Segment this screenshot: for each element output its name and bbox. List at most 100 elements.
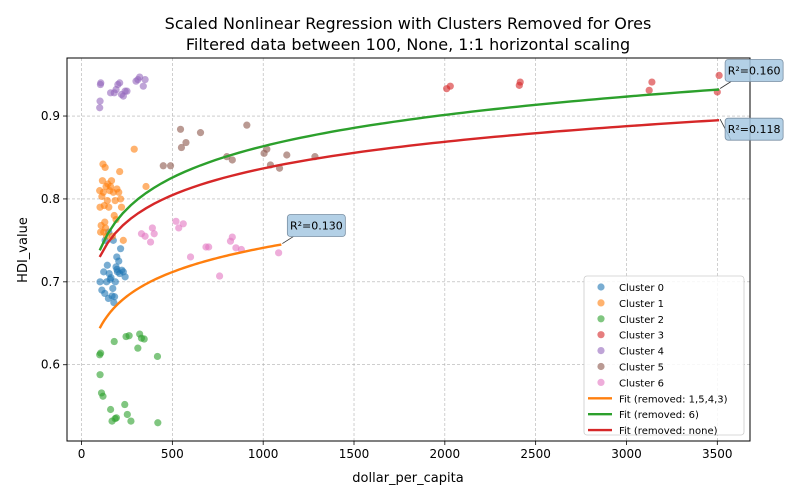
cluster-2-point bbox=[127, 417, 135, 425]
cluster-0-point bbox=[113, 265, 121, 273]
legend-marker bbox=[597, 331, 605, 339]
annotation-box bbox=[724, 59, 784, 82]
cluster-4-point bbox=[139, 82, 147, 90]
legend-marker bbox=[597, 315, 605, 323]
fit-line-2 bbox=[98, 118, 720, 258]
cluster-6-point bbox=[205, 243, 213, 251]
legend-label: Fit (removed: 6) bbox=[619, 410, 699, 421]
cluster-1-point bbox=[142, 182, 150, 191]
annotation-r2-label: R²=0.118 bbox=[728, 123, 781, 136]
plot-area bbox=[96, 71, 723, 427]
y-tick-label: 0.7 bbox=[41, 275, 60, 289]
legend-label: Cluster 0 bbox=[619, 283, 664, 294]
cluster-0-point bbox=[110, 298, 118, 307]
cluster-6-point bbox=[141, 232, 149, 240]
cluster-0-point bbox=[109, 284, 117, 293]
legend-label: Cluster 5 bbox=[619, 363, 664, 374]
plot-frame bbox=[66, 57, 751, 442]
cluster-5-point bbox=[176, 125, 185, 133]
cluster-2-point bbox=[121, 400, 129, 409]
cluster-1-point bbox=[115, 188, 123, 196]
cluster-1-point bbox=[101, 163, 109, 172]
cluster-4-point bbox=[123, 87, 131, 95]
legend-marker bbox=[597, 347, 605, 355]
cluster-1-point bbox=[106, 182, 115, 191]
cluster-2-point bbox=[125, 332, 133, 340]
cluster-4-point bbox=[96, 104, 104, 112]
cluster-1-point bbox=[101, 218, 109, 226]
cluster-3-point bbox=[645, 86, 653, 94]
cluster-4-point bbox=[136, 73, 144, 81]
annotation-box bbox=[286, 214, 346, 237]
cluster-6-point bbox=[148, 224, 156, 232]
cluster-5-point bbox=[182, 138, 190, 147]
annotation-layer: R²=0.160 R²=0.118 R²=0.130 bbox=[282, 59, 784, 244]
cluster-3-point bbox=[446, 82, 454, 90]
y-tick-label: 0.6 bbox=[41, 358, 60, 372]
cluster-6-point bbox=[179, 220, 187, 228]
cluster-2-point bbox=[96, 371, 104, 379]
cluster-1-point bbox=[130, 145, 138, 153]
fit-line-0 bbox=[98, 243, 282, 329]
cluster-1-point bbox=[99, 188, 107, 196]
cluster-1-point bbox=[116, 195, 125, 203]
cluster-2-point bbox=[153, 352, 162, 361]
cluster-1-point bbox=[111, 196, 119, 205]
x-axis-label: dollar_per_capita bbox=[352, 471, 463, 486]
cluster-3-point bbox=[648, 78, 656, 86]
annotation-box bbox=[724, 117, 784, 141]
chart-title-line-2: Filtered data between 100, None, 1:1 hor… bbox=[186, 35, 630, 54]
cluster-1-point bbox=[107, 177, 116, 185]
legend-label: Cluster 2 bbox=[619, 315, 664, 326]
annotation-arrow bbox=[719, 81, 732, 89]
cluster-6-point bbox=[146, 238, 155, 246]
x-tick-label: 3500 bbox=[702, 447, 733, 461]
x-tick-label: 2000 bbox=[430, 447, 461, 461]
cluster-4-point bbox=[97, 79, 105, 87]
y-axis-ticks: 0.6 0.7 0.8 0.9 bbox=[41, 109, 67, 372]
cluster-0-point bbox=[101, 289, 109, 298]
cluster-2-point bbox=[123, 410, 131, 419]
cluster-5-point bbox=[228, 156, 236, 164]
cluster-2-point bbox=[110, 337, 118, 346]
grid-layer bbox=[67, 58, 750, 441]
cluster-3-point bbox=[516, 78, 524, 86]
legend-label: Cluster 4 bbox=[619, 347, 664, 358]
legend-box bbox=[583, 275, 745, 436]
cluster-6-point bbox=[172, 217, 180, 225]
cluster-6-point bbox=[186, 253, 195, 261]
cluster-2-point bbox=[106, 405, 115, 414]
legend-label: Cluster 6 bbox=[619, 378, 664, 389]
legend-label: Cluster 3 bbox=[619, 331, 664, 342]
x-tick-label: 500 bbox=[161, 447, 184, 461]
cluster-5-point bbox=[196, 129, 205, 137]
cluster-4-point bbox=[116, 79, 124, 87]
cluster-4-point bbox=[96, 97, 104, 105]
cluster-1-point bbox=[105, 203, 113, 211]
cluster-0-point bbox=[96, 278, 104, 286]
fit-line-1 bbox=[98, 88, 720, 251]
x-axis-ticks: 0 500 1000 1500 2000 2500 3000 3500 bbox=[78, 441, 733, 461]
cluster-1-point bbox=[117, 203, 126, 211]
legend-label: Fit (removed: 1,5,4,3) bbox=[619, 394, 728, 405]
cluster-2-point bbox=[140, 335, 148, 343]
x-tick-label: 1500 bbox=[339, 447, 370, 461]
annotation-r2-label: R²=0.130 bbox=[290, 220, 343, 233]
legend-marker bbox=[597, 283, 605, 291]
cluster-1-point bbox=[119, 236, 127, 244]
cluster-5-point bbox=[177, 143, 186, 152]
y-tick-label: 0.8 bbox=[41, 192, 60, 206]
legend-marker bbox=[597, 378, 605, 386]
x-tick-label: 1000 bbox=[248, 447, 279, 461]
cluster-6-point bbox=[232, 244, 240, 252]
y-axis-label: HDI_value bbox=[16, 217, 31, 283]
cluster-5-point bbox=[166, 162, 175, 170]
cluster-6-point bbox=[215, 272, 224, 280]
cluster-1-point bbox=[101, 224, 110, 232]
legend-label: Cluster 1 bbox=[619, 299, 664, 310]
cluster-6-point bbox=[228, 233, 236, 241]
cluster-2-point bbox=[99, 392, 107, 400]
cluster-1-point bbox=[103, 196, 111, 205]
